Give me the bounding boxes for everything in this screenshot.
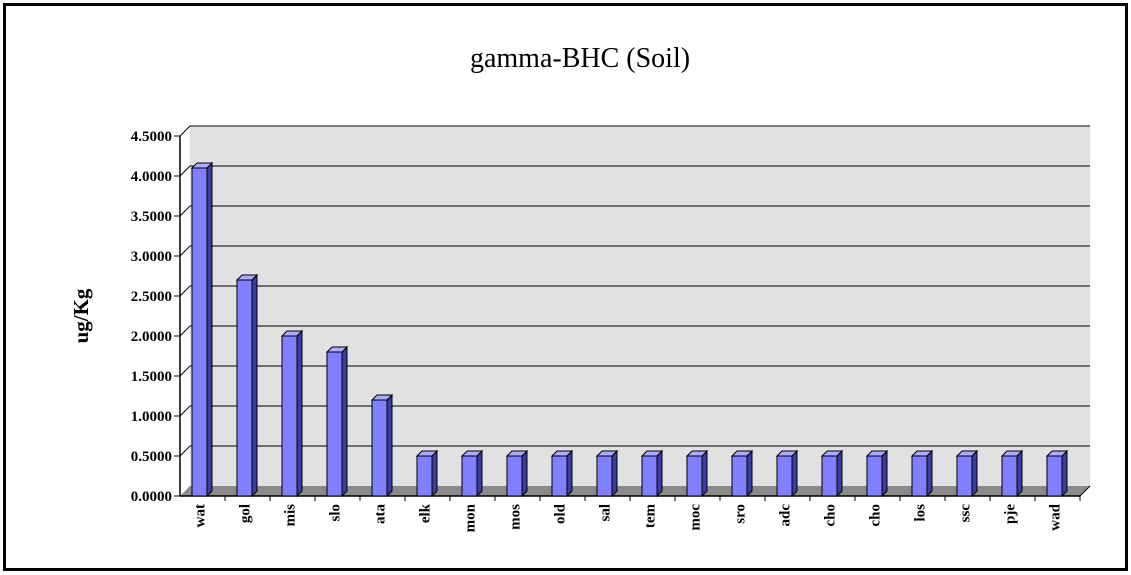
bar-side [701,449,708,498]
floor-edge [1079,485,1091,497]
bar-side [1061,449,1068,498]
bar [641,455,658,497]
bar [596,455,613,497]
bar [1001,455,1018,497]
bar-side [746,449,753,498]
y-tick-label: 2.5000 [131,289,172,305]
x-tick-label: los [913,504,929,522]
bar [191,167,208,497]
bar [371,399,388,497]
gridline-diagonal [179,445,191,457]
bar [866,455,883,497]
bar [1046,455,1063,497]
y-tick-label: 1.5000 [131,369,172,385]
bar [776,455,793,497]
x-tick-label: slo [328,504,344,522]
gridline-diagonal [179,365,191,377]
bar [461,455,478,497]
y-tick-label: 0.0000 [131,489,172,505]
bar-side [1016,449,1023,498]
bar-side [791,449,798,498]
x-tick-label: gol [238,504,254,523]
x-tick-label: sal [598,504,614,522]
plot-floor [180,486,1090,496]
gridline-diagonal [179,325,191,337]
x-tick-label: elk [418,503,434,523]
x-tick-label: moc [688,504,704,531]
x-tick-label: sro [733,504,749,524]
bar [731,455,748,497]
bar-side [836,449,843,498]
x-tick-label: adc [778,504,794,527]
bar [686,455,703,497]
bar-side [476,449,483,498]
x-tick-label: ssc [958,504,974,523]
y-tick-label: 2.0000 [131,329,172,345]
x-tick-label: cho [823,504,839,527]
y-tick-label: 3.0000 [131,249,172,265]
y-axis-label: ug/Kg [69,288,93,343]
plot-back-wall [190,126,1090,486]
x-tick-label: mos [508,504,524,530]
bar [551,455,568,497]
bar-side [971,449,978,498]
bar-side [296,329,303,498]
bar [281,335,298,497]
x-tick-label: tem [643,504,659,529]
bar-side [251,273,258,498]
gridline-diagonal [179,405,191,417]
gridline-diagonal [179,125,191,137]
bar-side [656,449,663,498]
y-tick-label: 3.5000 [131,209,172,225]
x-tick-label: wat [193,504,209,527]
bar-side [926,449,933,498]
bar [956,455,973,497]
x-tick-label: mis [283,504,299,527]
y-tick-label: 0.5000 [131,449,172,465]
bar [911,455,928,497]
bar-side [611,449,618,498]
gridline-diagonal [179,165,191,177]
bar-side [881,449,888,498]
bar-side [521,449,528,498]
bar [326,351,343,497]
bar [416,455,433,497]
x-tick-label: pje [1003,504,1019,524]
x-tick-label: mon [463,503,479,532]
bar [236,279,253,497]
chart-title: gamma-BHC (Soil) [470,43,690,74]
bar-side [566,449,573,498]
x-tick-label: wad [1048,503,1064,530]
bar-side [206,161,213,498]
bar-side [386,393,393,498]
x-tick-label: old [553,503,569,524]
bar-side [431,449,438,498]
bar-side [341,345,348,498]
plot-area: 0.0000 0.5000 1.0000 1.5000 2.0000 2.5000 3.00… [131,125,1091,532]
gridline-diagonal [179,285,191,297]
y-tick-label: 4.0000 [131,169,172,185]
y-tick-label: 1.0000 [131,409,172,425]
gridline-diagonal [179,245,191,257]
x-tick-label: ata [373,504,389,524]
gridline-diagonal [179,205,191,217]
bar [506,455,523,497]
y-tick-label: 4.5000 [131,129,172,145]
x-tick-label: cho [868,504,884,527]
bar [821,455,838,497]
